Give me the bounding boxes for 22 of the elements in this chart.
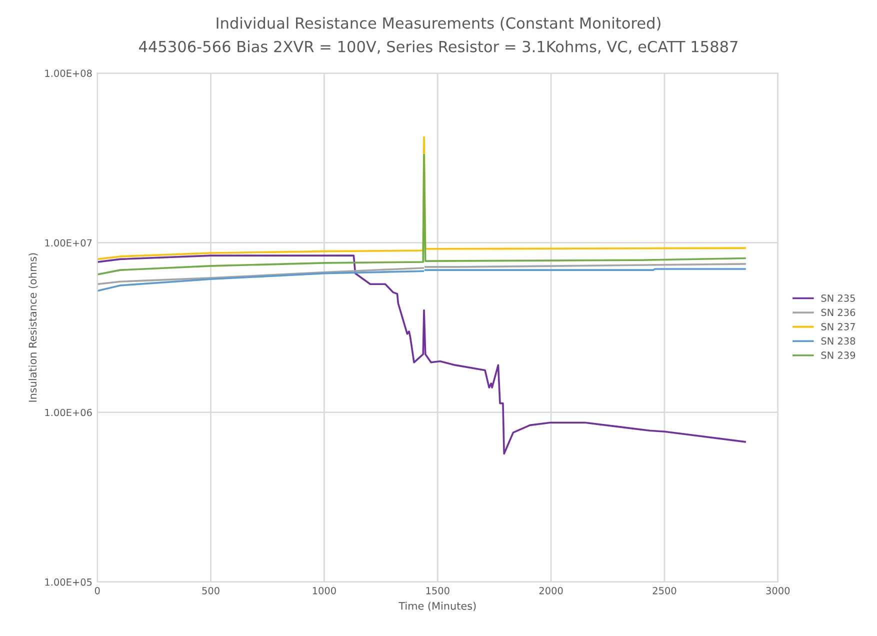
chart-subtitle: 445306-566 Bias 2XVR = 100V, Series Resistor = 3.1Kohms, VC, eCATT 15887 [139, 40, 738, 54]
x-tick-label: 1500 [426, 586, 450, 594]
x-tick-label: 1000 [312, 586, 336, 594]
y-tick-label: 1.00E+08 [45, 70, 92, 77]
x-axis-title: Time (Minutes) [398, 602, 476, 612]
legend-label: SN 235 [821, 294, 855, 302]
chart-title: Individual Resistance Measurements (Constant Monitored) [216, 17, 660, 31]
line-series [97, 154, 746, 276]
x-tick-label: 0 [94, 586, 100, 594]
legend-label: SN 239 [821, 352, 856, 359]
legend-label: SN 236 [821, 308, 856, 316]
x-tick-label: 2000 [539, 586, 563, 594]
legend-label: SN 238 [821, 337, 856, 345]
legend-label: SN 237 [821, 323, 855, 330]
line-series [97, 254, 746, 455]
y-tick-label: 1.00E+06 [45, 408, 92, 416]
x-tick-label: 3000 [766, 586, 790, 594]
x-tick-label: 500 [202, 586, 220, 594]
x-tick-label: 2500 [652, 586, 676, 594]
y-tick-label: 1.00E+05 [45, 578, 92, 586]
y-axis-title: Insulation Resistance (ohms) [28, 253, 38, 402]
y-tick-label: 1.00E+07 [45, 239, 92, 247]
